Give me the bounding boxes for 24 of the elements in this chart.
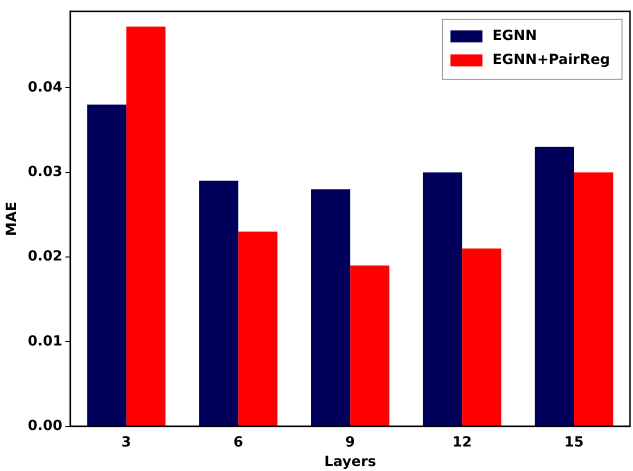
- bar: [574, 172, 614, 426]
- bar: [422, 172, 462, 426]
- y-tick-label: 0.00: [28, 418, 63, 434]
- x-tick-label: 6: [233, 434, 244, 450]
- y-tick-label: 0.01: [28, 333, 62, 350]
- x-axis-title: Layers: [324, 454, 376, 470]
- bar: [199, 180, 238, 426]
- y-axis-title: MAE: [4, 202, 20, 236]
- bar: [126, 26, 166, 426]
- bar: [238, 232, 278, 426]
- bar: [534, 146, 574, 426]
- y-tick-label: 0.04: [28, 79, 63, 96]
- legend-label: EGNN: [492, 28, 537, 44]
- bar: [462, 248, 502, 426]
- bar: [350, 265, 390, 426]
- bar: [87, 104, 126, 426]
- x-tick-label: 12: [452, 434, 472, 450]
- y-tick-label: 0.02: [28, 248, 62, 265]
- bar: [310, 189, 350, 426]
- legend-label: EGNN+PairReg: [492, 52, 610, 68]
- x-tick-label: 15: [564, 434, 584, 450]
- x-tick-label: 9: [345, 434, 356, 450]
- y-tick-label: 0.03: [28, 164, 62, 180]
- x-tick-label: 3: [121, 434, 132, 450]
